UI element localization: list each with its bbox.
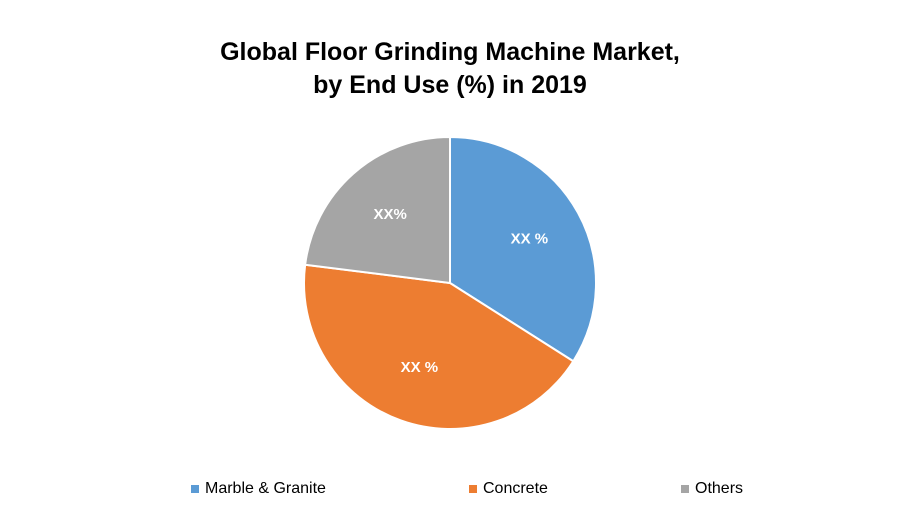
legend-label-others: Others: [695, 480, 744, 497]
legend-swatch-concrete: [469, 485, 477, 493]
chart-legend: Marble & Granite Concrete Others: [0, 480, 900, 502]
legend-label-marble-granite: Marble & Granite: [205, 480, 326, 497]
chart-title: Global Floor Grinding Machine Market, by…: [0, 36, 900, 102]
chart-title-line-1: Global Floor Grinding Machine Market,: [220, 38, 680, 66]
pie-slice-others: [304, 135, 451, 285]
legend-item-others: Others: [681, 480, 743, 498]
legend-swatch-marble-granite: [191, 485, 199, 493]
legend-item-concrete: Concrete: [469, 480, 548, 498]
legend-item-marble-granite: Marble & Granite: [191, 480, 326, 498]
chart-title-line-2: by End Use (%) in 2019: [313, 71, 587, 99]
data-label-others: XX%: [373, 206, 406, 223]
data-label-concrete: XX %: [401, 359, 439, 376]
legend-swatch-others: [681, 485, 689, 493]
legend-label-concrete: Concrete: [483, 480, 548, 497]
data-label-marble-granite: XX %: [511, 230, 549, 247]
pie-slice-concrete: [303, 263, 575, 430]
